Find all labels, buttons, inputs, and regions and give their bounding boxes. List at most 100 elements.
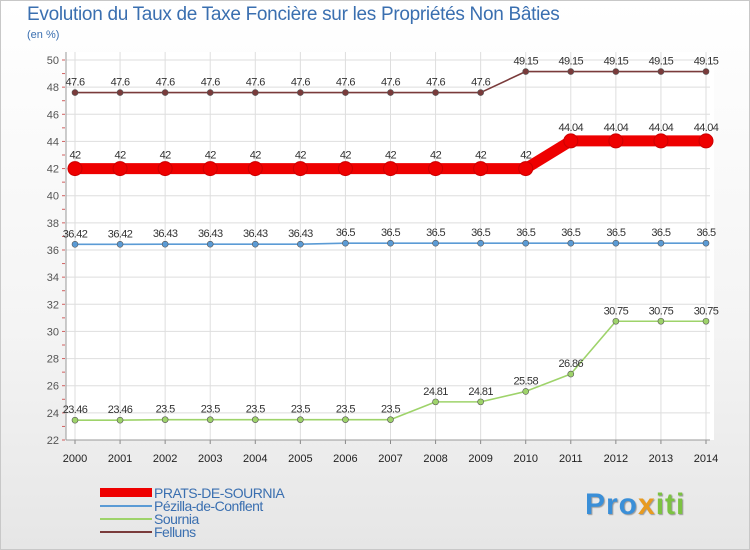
data-point-prats-de-sournia: [608, 133, 624, 149]
data-point-sournia: [71, 416, 79, 424]
data-point-felluns: [432, 89, 439, 96]
data-point-p-zilla-de-conflent: [297, 240, 304, 248]
data-point-felluns: [206, 89, 214, 96]
legend-swatch-prats-de-sournia: [100, 488, 152, 497]
legend-label-p-zilla-de-conflent: Pézilla-de-Conflent: [154, 498, 263, 514]
data-label-felluns: 49.15: [649, 56, 674, 68]
data-label-prats-de-sournia: 42: [430, 150, 442, 162]
data-point-sournia: [251, 416, 259, 423]
data-label-sournia: 23.5: [156, 404, 175, 416]
data-label-prats-de-sournia: 44.04: [559, 122, 584, 134]
y-tick-label: 40: [47, 191, 59, 203]
y-tick-label: 34: [47, 272, 59, 284]
x-tick-label: 2012: [604, 453, 628, 465]
data-point-sournia: [297, 416, 304, 423]
data-point-p-zilla-de-conflent: [71, 241, 79, 248]
data-label-p-zilla-de-conflent: 36.42: [63, 228, 88, 240]
data-label-felluns: 49.15: [604, 56, 629, 68]
data-point-p-zilla-de-conflent: [387, 239, 394, 247]
data-point-felluns: [612, 68, 620, 75]
data-point-sournia: [387, 416, 394, 423]
y-tick-label: 38: [47, 218, 59, 230]
x-tick-label: 2009: [468, 453, 492, 465]
data-point-p-zilla-de-conflent: [432, 239, 439, 247]
data-label-felluns: 47.6: [471, 77, 490, 89]
data-point-p-zilla-de-conflent: [522, 239, 530, 247]
data-point-prats-de-sournia: [653, 133, 669, 149]
data-point-prats-de-sournia: [563, 133, 579, 149]
data-label-prats-de-sournia: 44.04: [694, 122, 719, 134]
logo-part-1: Pro: [585, 488, 639, 521]
y-tick-label: 32: [47, 299, 59, 311]
logo-part-3: iti: [655, 488, 686, 521]
data-label-sournia: 30.75: [649, 305, 674, 317]
data-point-felluns: [657, 68, 665, 75]
x-tick-label: 2003: [198, 453, 222, 465]
y-tick-label: 50: [47, 55, 59, 67]
data-label-prats-de-sournia: 42: [115, 150, 127, 162]
data-point-sournia: [657, 317, 665, 325]
data-label-felluns: 47.6: [336, 77, 355, 89]
x-tick-label: 2008: [423, 453, 447, 465]
proxiti-logo: Proxiti: [585, 488, 685, 522]
data-point-p-zilla-de-conflent: [702, 239, 710, 247]
x-tick-label: 2011: [559, 453, 583, 465]
data-point-p-zilla-de-conflent: [342, 239, 349, 247]
data-point-sournia: [702, 317, 710, 325]
x-tick-label: 2006: [333, 453, 357, 465]
y-tick-label: 46: [47, 109, 59, 121]
x-tick-label: 2000: [63, 453, 87, 465]
x-tick-label: 2007: [378, 453, 402, 465]
data-point-sournia: [161, 416, 169, 423]
data-label-prats-de-sournia: 42: [475, 150, 487, 162]
data-label-sournia: 23.5: [291, 404, 310, 416]
data-point-p-zilla-de-conflent: [477, 239, 484, 247]
data-label-felluns: 49.15: [513, 56, 538, 68]
data-point-prats-de-sournia: [157, 161, 173, 177]
data-label-p-zilla-de-conflent: 36.5: [651, 227, 670, 239]
chart-title: Evolution du Taux de Taxe Foncière sur l…: [27, 4, 560, 25]
data-point-sournia: [477, 398, 484, 406]
y-tick-label: 36: [47, 245, 59, 257]
data-label-p-zilla-de-conflent: 36.43: [198, 228, 223, 240]
data-point-prats-de-sournia: [518, 161, 534, 177]
data-label-p-zilla-de-conflent: 36.5: [336, 227, 355, 239]
data-point-p-zilla-de-conflent: [161, 240, 169, 248]
data-point-p-zilla-de-conflent: [116, 241, 124, 248]
x-tick-label: 2014: [694, 453, 718, 465]
data-label-prats-de-sournia: 42: [385, 150, 397, 162]
x-tick-label: 2001: [108, 453, 132, 465]
data-label-prats-de-sournia: 44.04: [649, 122, 674, 134]
legend-label-felluns: Felluns: [154, 524, 196, 540]
legend-label-prats-de-sournia: PRATS-DE-SOURNIA: [154, 485, 285, 501]
data-point-p-zilla-de-conflent: [612, 239, 620, 247]
x-tick-label: 2010: [513, 453, 537, 465]
data-point-felluns: [387, 89, 394, 96]
y-tick-label: 42: [47, 164, 59, 176]
y-tick-label: 22: [47, 435, 59, 447]
data-point-felluns: [702, 68, 710, 75]
data-label-p-zilla-de-conflent: 36.42: [108, 228, 133, 240]
y-tick-label: 44: [47, 136, 59, 148]
y-tick-label: 24: [47, 408, 59, 420]
data-label-felluns: 47.6: [426, 77, 445, 89]
data-point-sournia: [522, 388, 530, 395]
data-label-sournia: 23.5: [201, 404, 220, 416]
data-point-felluns: [297, 89, 304, 96]
data-label-sournia: 23.46: [108, 404, 133, 416]
x-tick-label: 2004: [243, 453, 267, 465]
data-point-sournia: [116, 416, 124, 424]
data-label-p-zilla-de-conflent: 36.43: [153, 228, 178, 240]
data-label-prats-de-sournia: 42: [69, 150, 81, 162]
data-label-sournia: 23.5: [246, 404, 265, 416]
data-point-p-zilla-de-conflent: [567, 239, 575, 247]
data-label-sournia: 24.81: [423, 386, 448, 398]
data-point-prats-de-sournia: [112, 161, 128, 177]
y-axis-unit: (en %): [27, 29, 60, 41]
data-label-p-zilla-de-conflent: 36.43: [243, 228, 268, 240]
data-point-sournia: [342, 416, 349, 423]
data-label-felluns: 47.6: [246, 77, 265, 89]
data-point-sournia: [612, 317, 620, 325]
x-tick-label: 2013: [649, 453, 673, 465]
